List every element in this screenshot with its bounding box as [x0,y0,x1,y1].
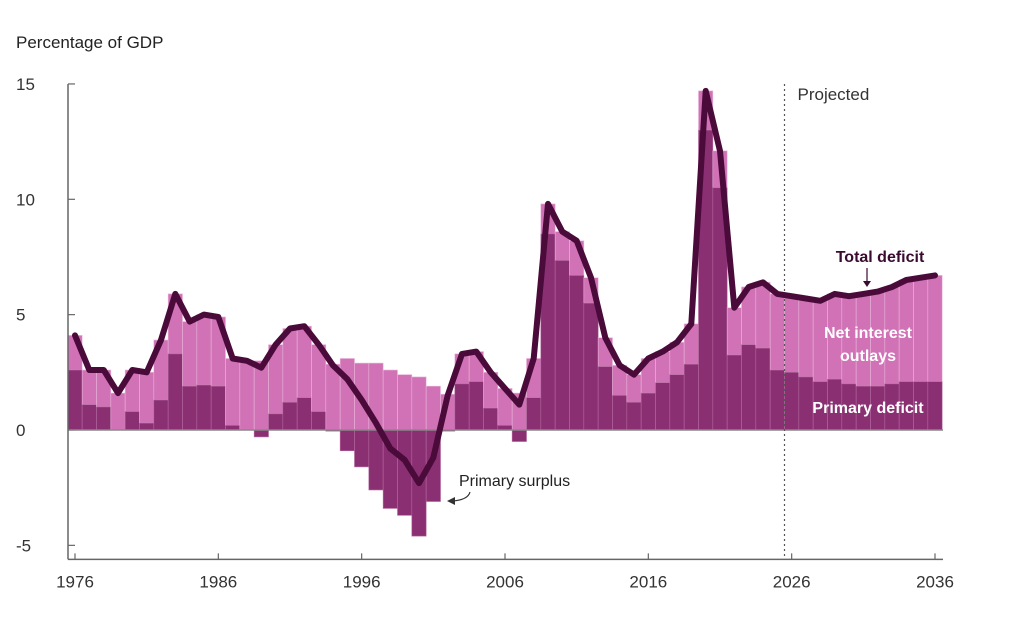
bar-primary-1993 [311,411,327,431]
bar-primary-1977 [81,404,97,431]
x-tick-label: 1986 [199,572,237,591]
x-tick-label: 1976 [56,572,94,591]
bar-primary-1985 [196,384,212,431]
x-tick-label: 1996 [343,572,381,591]
bar-primary-2023 [741,344,757,431]
bar-primary-2024 [755,347,771,431]
bar-net-interest-2035 [913,277,929,382]
bar-primary-2018 [669,374,685,431]
bar-net-interest-2027 [798,298,814,378]
projected-label: Projected [798,85,870,104]
bar-net-interest-1987 [225,358,241,426]
bar-primary-1980 [124,411,140,431]
bar-net-interest-1991 [282,328,298,403]
x-tick-label: 2006 [486,572,524,591]
bar-primary-1991 [282,402,298,431]
bar-primary-2026 [784,372,800,431]
bar-primary-2003 [454,383,470,431]
x-tick-label: 2016 [629,572,667,591]
total-deficit-label: Total deficit [836,249,925,266]
y-axis-title: Percentage of GDP [16,33,163,52]
y-tick-label: 5 [16,306,25,325]
bar-net-interest-2022 [726,307,742,356]
bar-net-interest-1995 [339,358,355,431]
primary-deficit-label: Primary deficit [812,400,924,417]
bar-net-interest-1985 [196,314,212,386]
bar-primary-2008 [526,397,542,431]
y-tick-label: 0 [16,421,25,440]
arrow-head-icon [447,497,455,505]
bar-net-interest-2024 [755,282,771,349]
bar-primary-1983 [167,353,183,431]
bar-net-interest-2000 [411,376,427,431]
bar-primary-1982 [153,399,169,431]
bar-primary-2036 [927,381,943,431]
bar-primary-1995 [339,429,355,452]
bar-primary-1996 [354,429,370,468]
bar-primary-2005 [483,407,499,431]
bar-net-interest-1979 [110,392,126,431]
bar-primary-1989 [253,429,269,438]
bar-primary-2022 [726,354,742,431]
net-interest-label-line2: outlays [840,348,896,365]
bar-primary-2012 [583,302,599,431]
bar-primary-1981 [139,422,155,431]
net-interest-label-line1: Net interest [824,325,913,342]
bar-net-interest-1981 [139,372,155,424]
bar-primary-2017 [655,382,671,431]
bar-primary-2010 [554,260,570,431]
bar-primary-1984 [182,385,198,431]
bar-primary-1976 [67,369,83,431]
bar-net-interest-2036 [927,275,943,382]
y-tick-label: 15 [16,75,35,94]
bar-primary-2004 [468,381,484,431]
bar-primary-2014 [612,395,628,431]
total-deficit-line [72,87,938,487]
bar-primary-2015 [626,402,642,431]
y-tick-label: -5 [16,536,31,555]
bar-primary-1997 [368,429,384,491]
bar-net-interest-1999 [397,374,413,431]
bar-net-interest-2015 [626,374,642,403]
arrow-head-icon [863,281,871,287]
bar-net-interest-2026 [784,295,800,373]
x-tick-label: 2036 [916,572,954,591]
bar-net-interest-1977 [81,369,97,405]
bar-primary-1978 [96,406,112,431]
bars [67,90,943,537]
bar-net-interest-1998 [382,369,398,431]
primary-surplus-label: Primary surplus [459,473,570,490]
bar-primary-1992 [296,397,312,431]
x-tick-label: 2026 [773,572,811,591]
bar-net-interest-1984 [182,321,198,387]
bar-primary-2025 [769,369,785,431]
bar-net-interest-2025 [769,293,785,371]
bar-primary-2019 [683,363,699,431]
x-ticks: 1976 1986 1996 2006 2016 2026 2036 [56,553,954,591]
bar-net-interest-1989 [253,360,269,431]
bar-primary-2027 [798,376,814,431]
bar-primary-2007 [511,429,527,442]
bar-primary-1990 [268,413,284,431]
bar-primary-2016 [640,392,656,431]
bar-primary-2013 [597,366,613,431]
bar-primary-1986 [210,385,226,431]
bar-net-interest-1988 [239,360,255,431]
y-ticks: 15 10 5 0 -5 [16,75,75,555]
bar-primary-2011 [569,275,585,431]
y-tick-label: 10 [16,190,35,209]
